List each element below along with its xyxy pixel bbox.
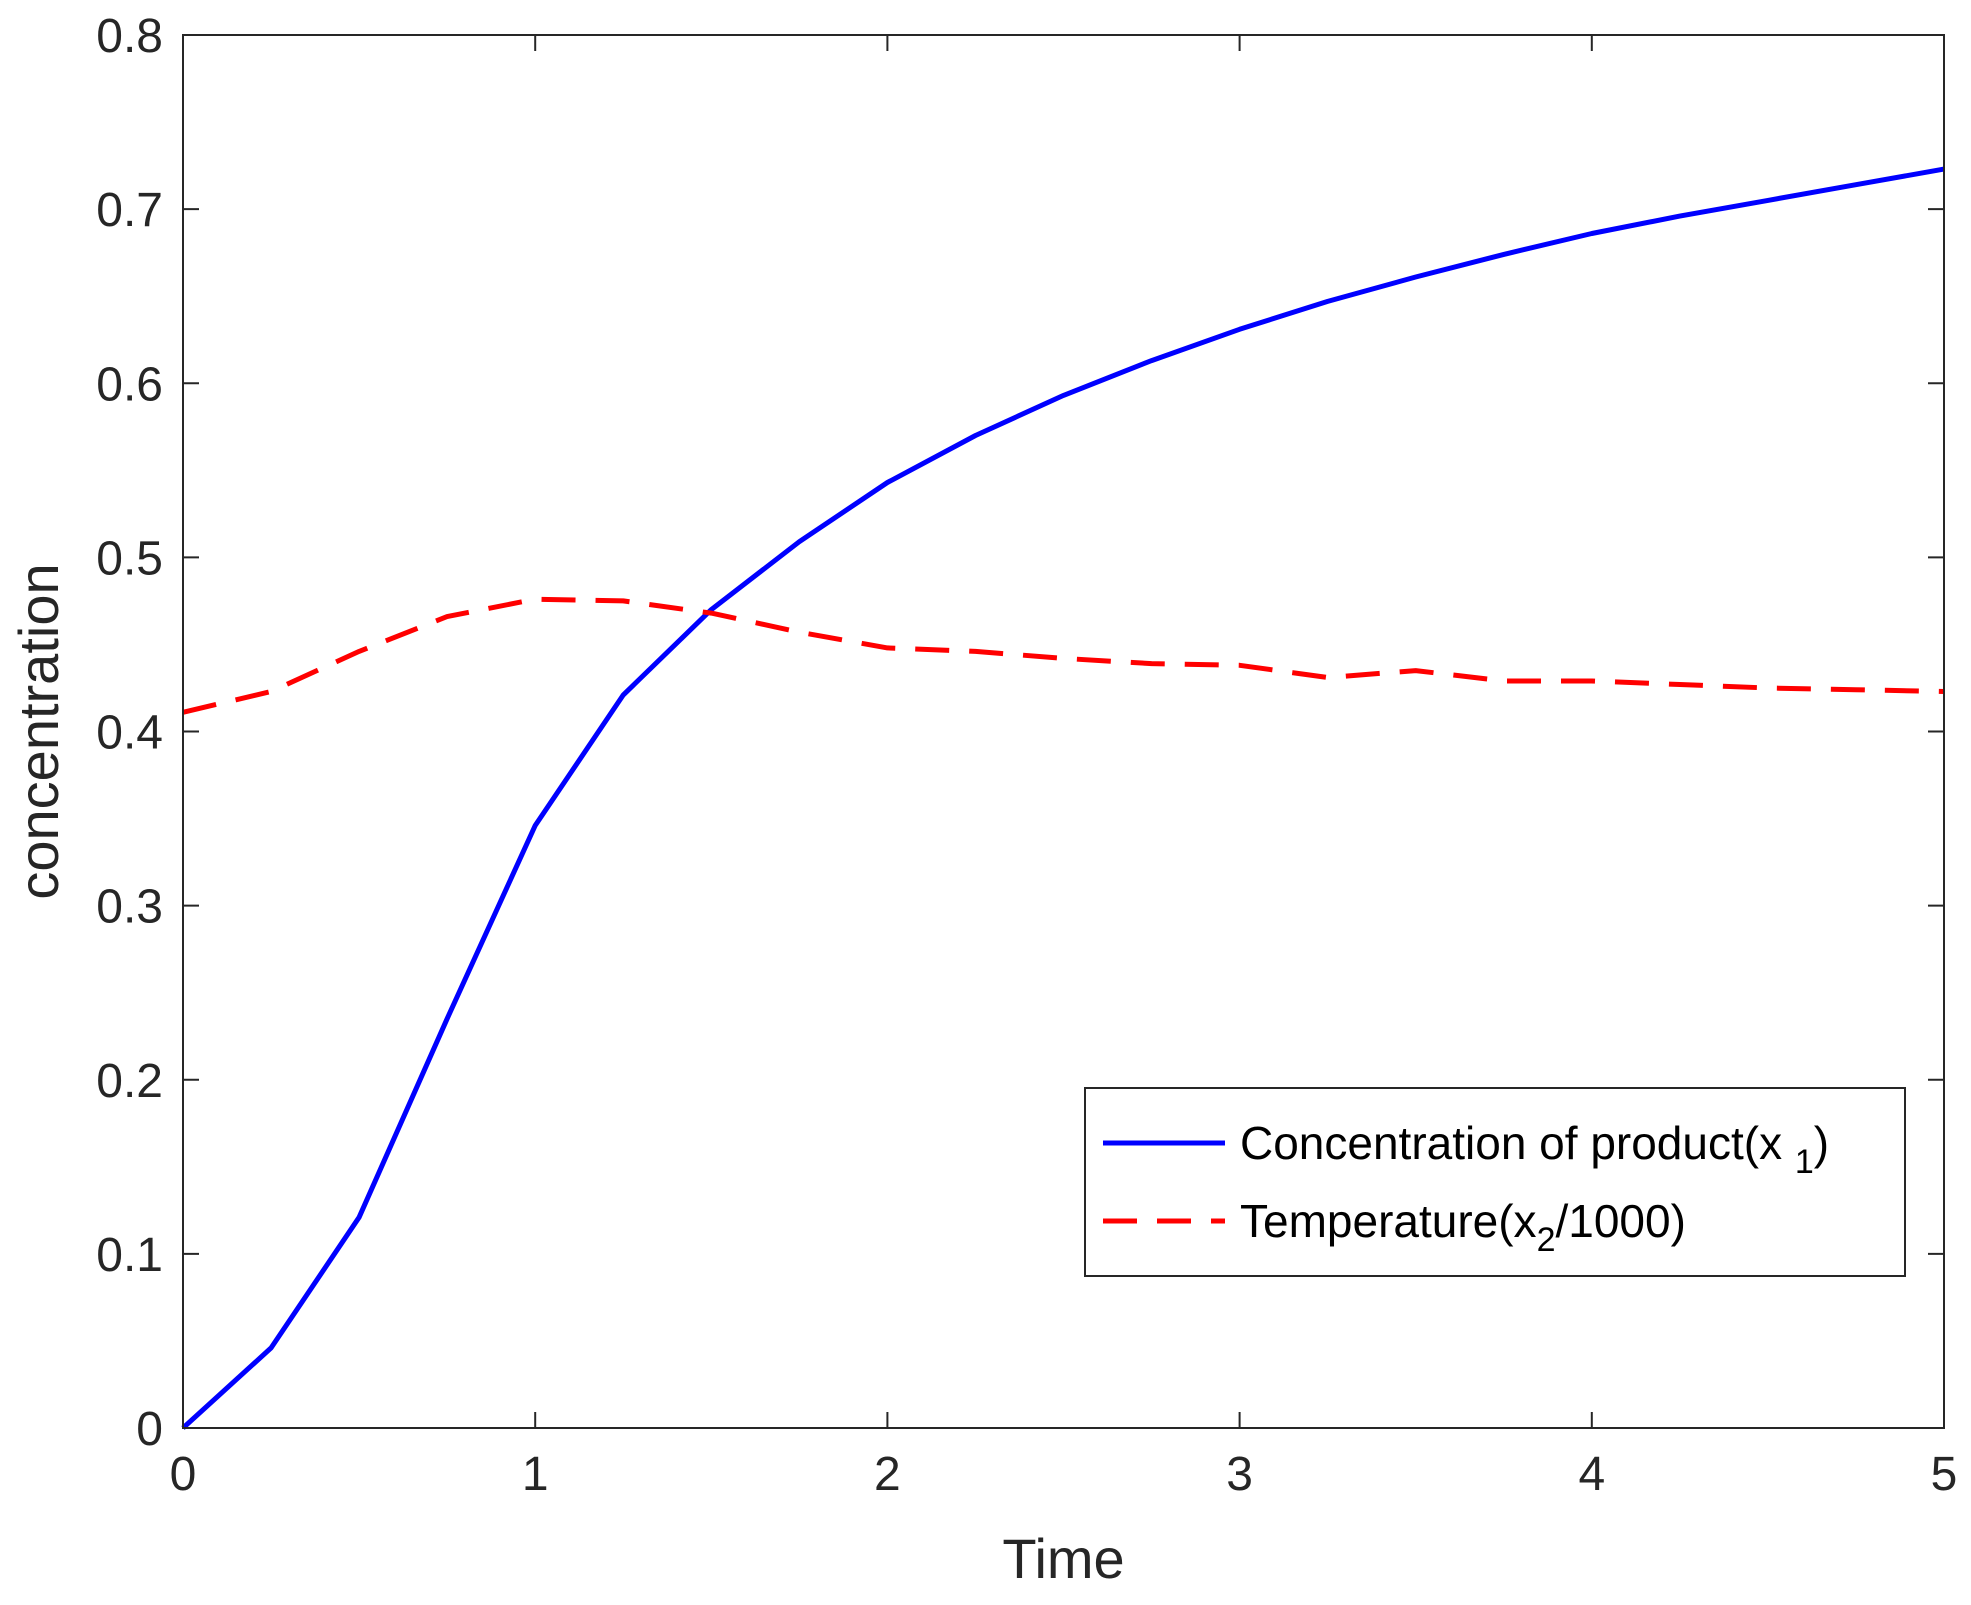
series-line-1 (181, 166, 1945, 1430)
series-line-2 (182, 596, 1945, 715)
x-axis-label: Time (1002, 1527, 1124, 1590)
y-tick-label: 0.5 (96, 532, 163, 585)
x-tick-label: 3 (1226, 1448, 1253, 1501)
x-tick-label: 2 (874, 1448, 901, 1501)
y-tick-label: 0.3 (96, 881, 163, 934)
y-tick-label: 0.8 (96, 10, 163, 63)
y-tick-label: 0.6 (96, 358, 163, 411)
x-tick-label: 0 (170, 1448, 197, 1501)
x-tick-label: 4 (1578, 1448, 1605, 1501)
legend-box (1084, 1087, 1906, 1277)
y-tick-label: 0.1 (96, 1229, 163, 1282)
y-axis-label: concentration (7, 563, 70, 899)
plot-lines (181, 166, 1945, 1430)
tick-labels: 0 1 2 3 4 5 0 0.1 0.2 0.3 0.4 0.5 0.6 0.7 0.8 (96, 10, 1957, 1501)
y-tick-label: 0.7 (96, 184, 163, 237)
legend: Concentration of product(x 1) Temperature… (1084, 1087, 1906, 1277)
x-tick-label: 5 (1931, 1448, 1958, 1501)
legend-entry-1: Concentration of product(x 1) (1240, 1117, 1829, 1181)
x-tick-label: 1 (522, 1448, 549, 1501)
y-tick-label: 0.4 (96, 707, 163, 760)
y-tick-label: 0.2 (96, 1055, 163, 1108)
legend-entry-2: Temperature(x2/1000) (1240, 1195, 1686, 1259)
ticks (182, 34, 1945, 1429)
y-tick-label: 0 (136, 1403, 163, 1456)
